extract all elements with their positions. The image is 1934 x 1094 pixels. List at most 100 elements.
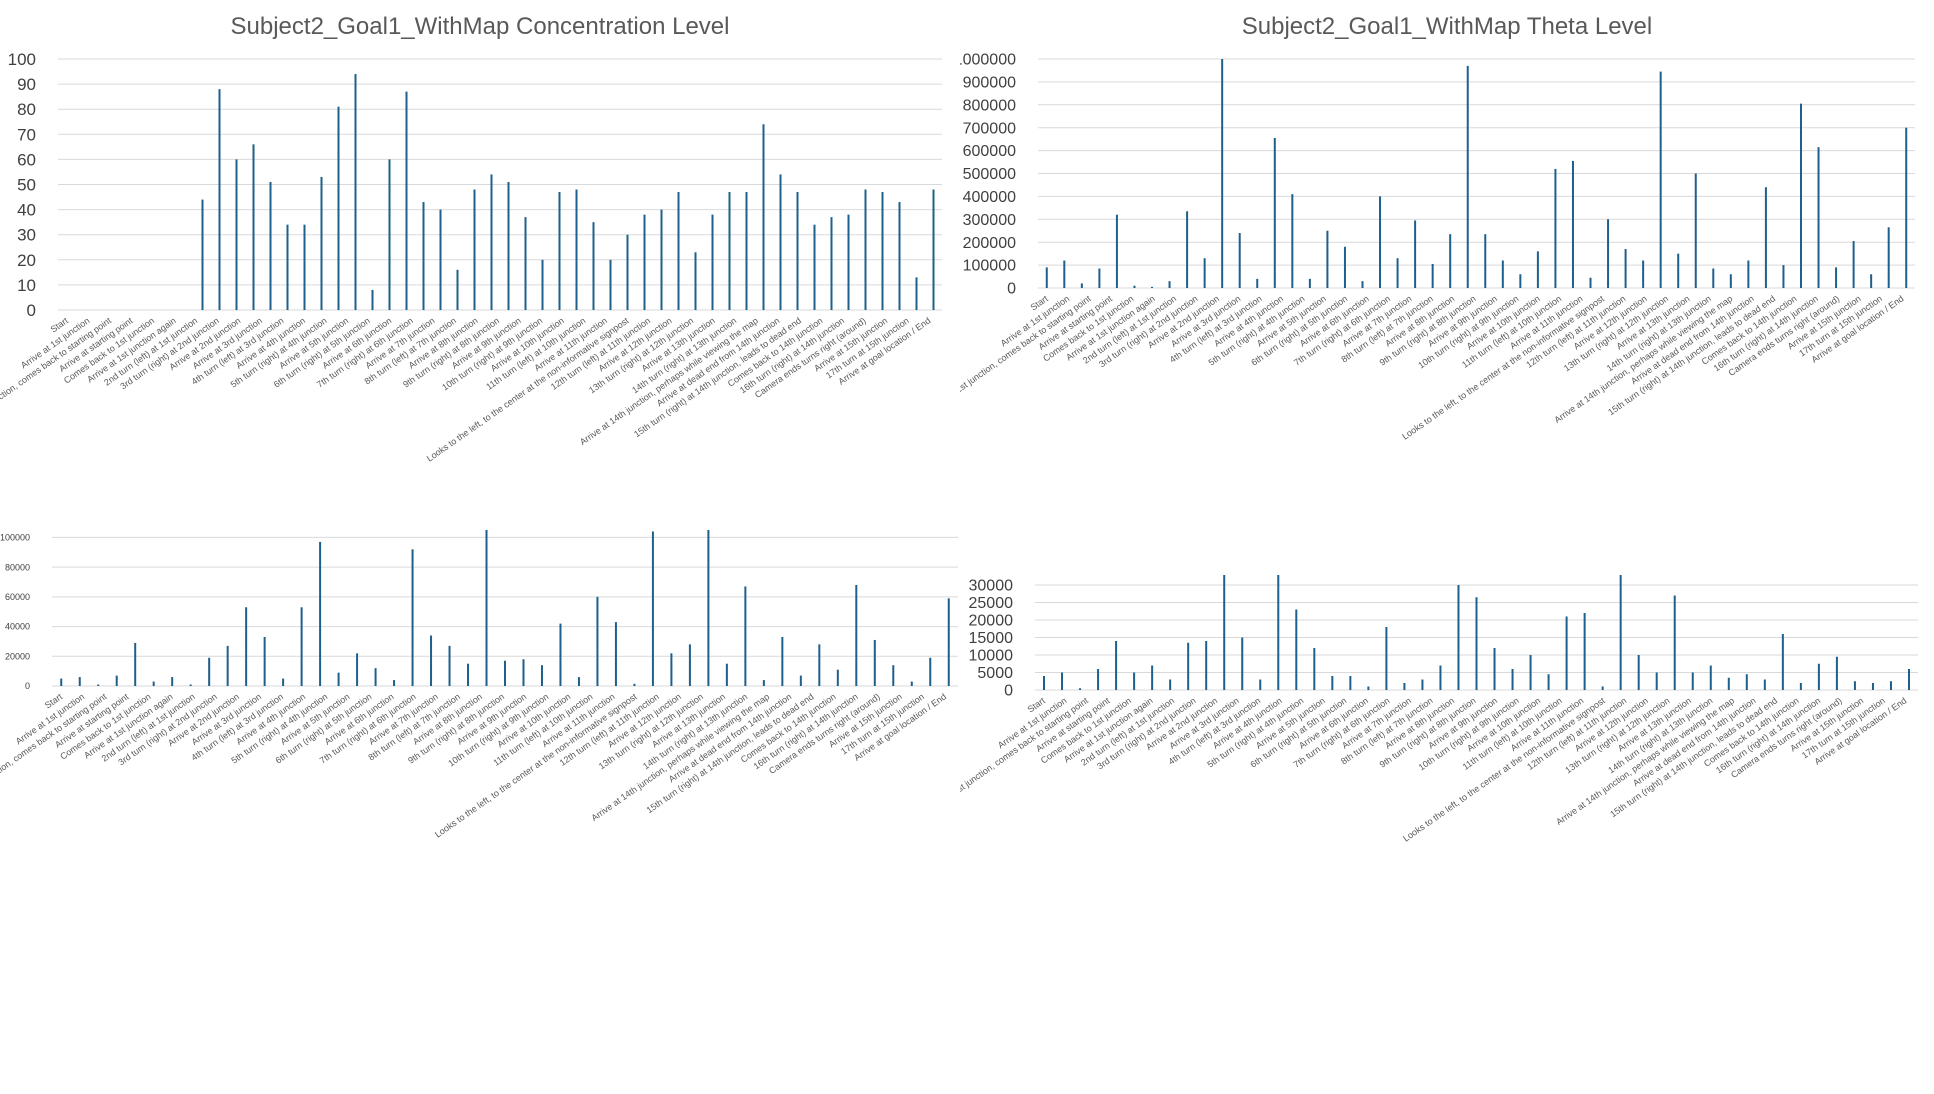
theta-bar [1431, 263, 1434, 288]
theta-bar [1063, 260, 1066, 288]
gamma-bar [1151, 665, 1154, 690]
beta-bar [430, 635, 433, 686]
gamma-y-tick-label: 35000 [969, 575, 1014, 577]
beta-bar [134, 642, 137, 686]
gamma-y-tick-label: 5000 [977, 665, 1013, 682]
gamma-plot [1035, 575, 1918, 691]
theta-bar [1852, 241, 1855, 288]
concentration-bar [864, 189, 867, 310]
theta-bar [1291, 194, 1294, 288]
theta-bar [1186, 211, 1189, 288]
beta-bar [337, 672, 340, 686]
beta-bar [171, 677, 174, 686]
theta-y-tick-label: 0 [1007, 281, 1016, 298]
beta-bar [522, 659, 525, 686]
gamma-bar [1889, 681, 1892, 690]
gamma-bar [1799, 683, 1802, 690]
theta-bar [1659, 71, 1662, 288]
beta-chart-svg: Subject2_Goal1_WithMap Beta Level0200004… [0, 530, 958, 840]
theta-bar [1133, 285, 1136, 288]
theta-bar [1589, 277, 1592, 288]
theta-bar [1799, 103, 1802, 288]
beta-bar [688, 644, 691, 686]
beta-bar [540, 665, 543, 686]
gamma-y-tick-label: 30000 [969, 578, 1014, 595]
theta-bar [1221, 59, 1224, 288]
beta-y-tick-label: 100000 [0, 533, 30, 543]
theta-bar [1764, 187, 1767, 288]
beta-plot [52, 530, 958, 687]
concentration-bar [235, 159, 238, 310]
theta-bar [1519, 274, 1522, 288]
theta-bar [1343, 246, 1346, 288]
concentration-y-tick-label: 10 [17, 276, 36, 295]
beta-y-tick-label: 0 [25, 681, 30, 691]
beta-bar [929, 657, 932, 686]
theta-bar [1624, 249, 1627, 288]
beta-bar [485, 530, 488, 686]
gamma-y-tick-label: 25000 [969, 595, 1014, 612]
gamma-bar [1619, 575, 1622, 690]
concentration-y-tick-label: 100 [8, 50, 36, 69]
theta-bar [1782, 265, 1785, 288]
gamma-bar [1745, 674, 1748, 690]
theta-bar [1712, 268, 1715, 288]
theta-bar [1466, 65, 1469, 289]
beta-y-tick-label: 20000 [5, 651, 30, 661]
gamma-bar [1529, 655, 1532, 690]
concentration-y-tick-label: 30 [17, 226, 36, 245]
beta-bar [115, 675, 118, 686]
beta-bar [818, 644, 821, 686]
beta-bar [504, 660, 506, 686]
theta-bar [1168, 281, 1171, 288]
theta-bar [1729, 274, 1732, 288]
gamma-chart-svg: Subject2_Goal1_WithMap Gamma Level050001… [960, 575, 1918, 844]
gamma-bar [1691, 672, 1694, 690]
theta-y-tick-label: 300000 [963, 212, 1016, 229]
concentration-bar [201, 199, 204, 310]
concentration-bar [303, 224, 306, 310]
beta-bar [245, 607, 248, 686]
gamma-bar [1097, 669, 1100, 690]
concentration-y-tick-label: 90 [17, 75, 36, 94]
concentration-y-tick-label: 20 [17, 251, 36, 270]
concentration-bar [711, 214, 714, 310]
beta-bar [60, 678, 63, 686]
beta-bar [892, 665, 895, 686]
beta-y-tick-label: 60000 [5, 592, 30, 602]
concentration-bar [490, 174, 493, 310]
gamma-bar [1349, 676, 1352, 690]
concentration-bar [796, 192, 799, 310]
theta-y-tick-label: 800000 [963, 97, 1016, 114]
beta-bar [781, 636, 784, 686]
concentration-chart-title: Subject2_Goal1_WithMap Concentration Lev… [231, 13, 730, 40]
theta-chart: Subject2_Goal1_WithMap Theta Level 0 10000… [960, 0, 1934, 580]
concentration-bar [269, 181, 272, 310]
beta-bar [670, 653, 673, 686]
gamma-bar [1493, 648, 1496, 690]
beta-bar [374, 668, 377, 686]
theta-bar [1536, 251, 1539, 288]
gamma-bar [1853, 681, 1856, 690]
gamma-bar [1655, 672, 1658, 690]
beta-bar [744, 586, 747, 686]
theta-bar [1080, 283, 1083, 288]
concentration-bar [660, 209, 663, 310]
concentration-bar [915, 277, 918, 310]
theta-bar [1414, 220, 1417, 288]
gamma-bar [1475, 597, 1478, 690]
concentration-bar [541, 259, 544, 310]
gamma-bar [1421, 679, 1424, 690]
concentration-bar [575, 189, 578, 310]
beta-bar [208, 657, 211, 686]
concentration-bar [439, 209, 442, 310]
theta-bar [1642, 260, 1645, 288]
gamma-bar [1781, 634, 1784, 690]
concentration-y-tick-label: 0 [27, 301, 36, 320]
concentration-bar [473, 189, 476, 310]
beta-bar [411, 549, 414, 686]
beta-bar [356, 653, 359, 686]
theta-y-tick-label: 500000 [963, 166, 1016, 183]
concentration-bar [677, 192, 680, 310]
gamma-y-tick-label: 20000 [969, 613, 1014, 630]
